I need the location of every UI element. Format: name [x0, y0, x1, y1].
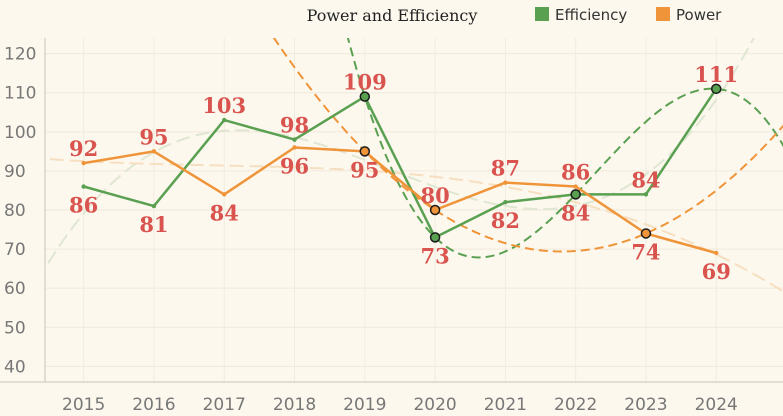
y-tick-label: 100: [4, 123, 36, 143]
data-point-power: [714, 250, 719, 256]
y-tick-label: 90: [4, 162, 26, 182]
y-tick-label: 80: [4, 201, 26, 221]
data-point-efficiency: [151, 203, 157, 209]
data-point-power: [573, 184, 578, 189]
data-point-efficiency: [359, 91, 371, 102]
x-tick-label: 2024: [695, 395, 738, 415]
data-label-power: 69: [702, 259, 731, 284]
data-label-efficiency: 98: [280, 113, 309, 138]
y-tick-label: 110: [4, 84, 36, 104]
data-label-power: 74: [631, 239, 660, 264]
legend-swatch-power: [656, 7, 670, 21]
x-tick-label: 2022: [554, 395, 597, 415]
legend-label-power: Power: [676, 6, 722, 24]
data-point-power: [151, 149, 157, 154]
chart-title: Power and Efficiency: [307, 6, 478, 25]
x-tick-label: 2017: [203, 395, 246, 415]
data-point-power: [292, 145, 297, 150]
data-label-efficiency: 111: [694, 62, 738, 87]
legend-swatch-efficiency: [535, 7, 549, 21]
data-label-power: 95: [350, 157, 379, 182]
x-tick-label: 2016: [132, 395, 175, 415]
data-label-power: 80: [420, 183, 449, 208]
data-point-efficiency: [570, 189, 581, 200]
legend: Efficiency Power: [535, 6, 722, 24]
data-label-efficiency: 86: [69, 193, 98, 218]
data-point-power: [359, 146, 371, 157]
data-point-efficiency: [643, 192, 649, 197]
x-tick-label: 2020: [413, 395, 456, 415]
x-tick-label: 2018: [273, 395, 316, 415]
data-label-power: 86: [561, 160, 590, 185]
legend-label-efficiency: Efficiency: [555, 6, 627, 24]
data-point-power: [429, 204, 441, 216]
data-label-power: 92: [69, 136, 98, 161]
x-tick-label: 2021: [484, 395, 527, 415]
series-line-efficiency: [83, 88, 718, 239]
data-label-power: 96: [280, 153, 309, 178]
trendline-group: [45, 38, 783, 293]
x-tick-label: 2023: [624, 395, 667, 415]
y-tick-label: 70: [4, 240, 26, 260]
data-point-efficiency: [292, 137, 297, 142]
y-tick-label: 50: [4, 318, 26, 338]
data-label-efficiency: 103: [202, 93, 246, 118]
data-label-efficiency: 109: [343, 70, 387, 95]
trendline-power: [272, 38, 783, 253]
data-label-efficiency: 82: [491, 208, 520, 233]
data-label-power: 95: [139, 124, 168, 149]
data-label-efficiency: 84: [561, 200, 590, 225]
y-tick-label: 120: [4, 45, 36, 65]
data-point-efficiency: [222, 117, 227, 123]
series-line-power: [83, 146, 717, 255]
data-label-efficiency: 81: [139, 212, 168, 237]
y-tick-label: 40: [4, 357, 26, 377]
data-point-efficiency: [81, 184, 86, 189]
trendline-efficiency: [346, 38, 783, 259]
data-label-power: 84: [210, 200, 239, 225]
data-point-efficiency: [503, 199, 508, 205]
data-point-power: [503, 180, 508, 185]
data-label-efficiency: 84: [631, 167, 660, 192]
data-point-power: [222, 192, 227, 197]
data-point-power: [640, 228, 652, 239]
data-point-power: [81, 160, 86, 166]
trendline-power-faint: [45, 157, 783, 293]
x-tick-label: 2015: [62, 395, 105, 415]
data-label-power: 87: [491, 156, 520, 181]
data-point-efficiency: [710, 83, 722, 95]
data-label-efficiency: 73: [420, 243, 449, 268]
x-tick-label: 2019: [343, 395, 386, 415]
trendline-efficiency-faint: [45, 38, 755, 271]
data-point-efficiency: [429, 232, 441, 243]
y-tick-label: 60: [4, 279, 26, 299]
